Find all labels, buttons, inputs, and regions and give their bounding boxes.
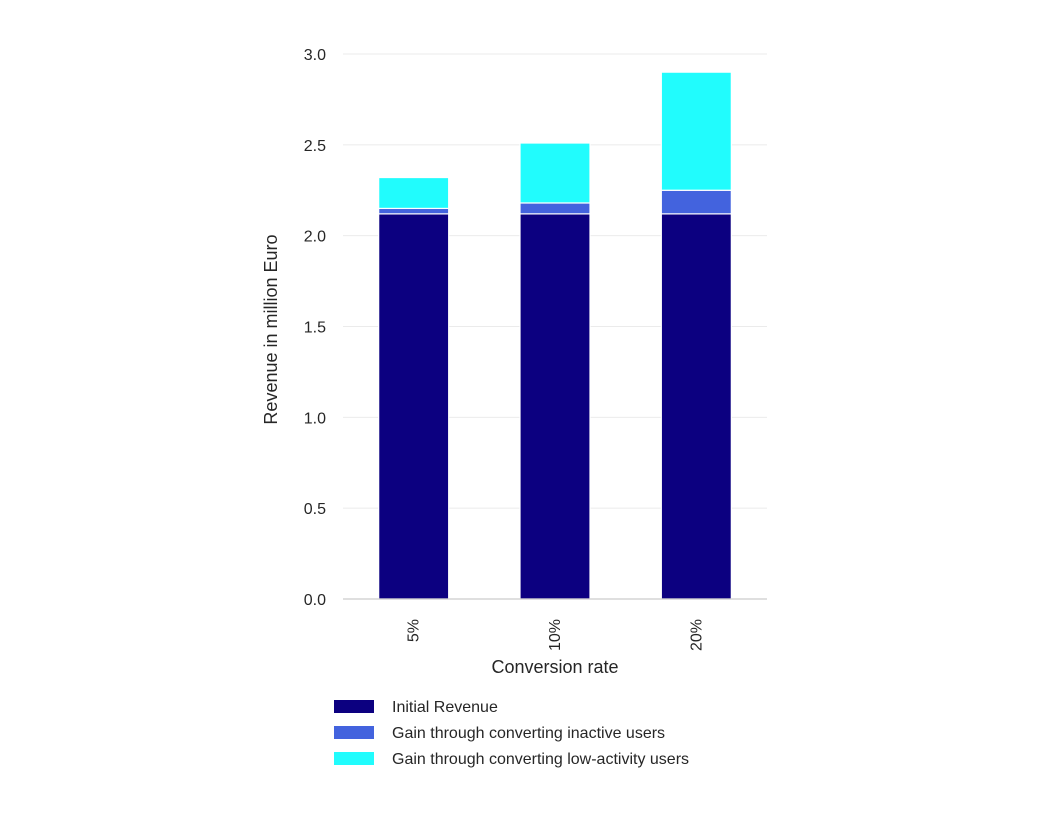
y-tick-label: 0.0 <box>304 592 326 609</box>
bar-20pct-series-2 <box>660 189 732 215</box>
legend-swatch-1 <box>334 700 374 713</box>
legend-swatch-3 <box>334 752 374 765</box>
y-tick-label: 2.0 <box>304 229 326 246</box>
y-tick-label: 1.0 <box>304 410 326 427</box>
y-tick-label: 3.0 <box>304 47 326 64</box>
legend: Initial Revenue Gain through converting i… <box>334 699 689 768</box>
x-tick-labels: 5% 10% 20% <box>406 619 706 651</box>
x-tick-label: 10% <box>547 619 564 651</box>
bar-20pct-series-1 <box>660 213 732 600</box>
bar-20pct-series-3 <box>660 71 732 191</box>
bar-5pct-series-1 <box>378 213 450 600</box>
legend-swatch-2 <box>334 726 374 739</box>
bars <box>378 71 732 600</box>
bar-5pct-series-2 <box>378 207 450 215</box>
y-tick-labels: 0.0 0.5 1.0 1.5 2.0 2.5 3.0 <box>304 47 326 609</box>
bar-10pct-series-3 <box>519 142 591 204</box>
y-tick-label: 0.5 <box>304 501 326 518</box>
x-tick-label: 20% <box>688 619 705 651</box>
x-axis-title: Conversion rate <box>491 657 618 677</box>
y-tick-label: 1.5 <box>304 320 326 337</box>
x-tick-label: 5% <box>406 619 423 642</box>
bar-5pct-series-3 <box>378 176 450 210</box>
legend-label-1: Initial Revenue <box>392 699 498 716</box>
legend-label-3: Gain through converting low-activity use… <box>392 751 689 768</box>
bar-10pct-series-2 <box>519 202 591 215</box>
y-axis-title: Revenue in million Euro <box>261 234 281 424</box>
y-tick-label: 2.5 <box>304 138 326 155</box>
legend-label-2: Gain through converting inactive users <box>392 725 665 742</box>
bar-10pct-series-1 <box>519 213 591 600</box>
